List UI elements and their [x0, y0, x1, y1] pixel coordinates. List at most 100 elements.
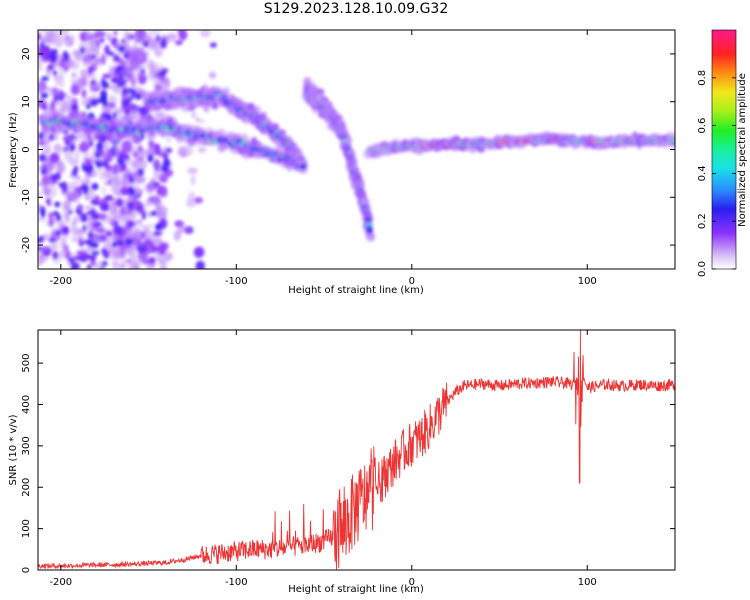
- colorbar-frame: [711, 29, 737, 270]
- spectrogram-noise-cell: [147, 154, 154, 163]
- spectrogram-noise-cell: [52, 211, 59, 216]
- spectrogram-noise-cell: [47, 64, 55, 71]
- spectrogram-trace-halo: [261, 111, 268, 119]
- spectrogram-noise-cell: [124, 107, 131, 116]
- spectrogram-noise-cell: [100, 78, 106, 85]
- spectrogram-noise-cell: [90, 98, 98, 107]
- spectrogram-noise-cell: [151, 195, 162, 207]
- spectrogram-noise-cell: [159, 174, 168, 184]
- spectrogram-noise-cell: [105, 230, 112, 237]
- spectrogram-noise-cell: [64, 138, 71, 146]
- spectrogram-noise-cell: [155, 34, 161, 42]
- spectrogram-noise-cell: [119, 261, 127, 269]
- spectrogram-trace-halo: [211, 102, 219, 110]
- spectrogram-noise-cell: [64, 149, 74, 162]
- spectrogram-noise-cell: [93, 201, 100, 206]
- spectrogram-noise-cell: [146, 244, 152, 255]
- spectrogram-noise-cell: [129, 109, 141, 120]
- spectrogram-noise-cell: [80, 213, 88, 223]
- spectrogram-noise-cell: [156, 63, 164, 73]
- spectrogram-noise-cell: [126, 220, 133, 229]
- spectrogram-noise-cell: [83, 46, 89, 58]
- spectrogram-noise-cell: [38, 140, 46, 146]
- spectrogram-noise-cell: [113, 164, 118, 175]
- spectrogram-noise-cell: [94, 151, 100, 159]
- spectrogram-noise-cell: [187, 191, 196, 202]
- spectrogram-noise-cell: [152, 160, 162, 172]
- spectrogram-noise-cell: [60, 247, 68, 258]
- spectrogram-noise-cell: [159, 264, 168, 269]
- spectrogram-noise-cell: [141, 210, 146, 220]
- spectrogram-noise-cell: [208, 71, 217, 79]
- spectrogram-trace-cell: [366, 227, 374, 234]
- spectrogram-noise-cell: [42, 233, 50, 241]
- spectrogram-noise-cell: [70, 77, 77, 85]
- spectrogram-noise-cell: [129, 252, 137, 260]
- spectrogram-noise-cell: [90, 242, 99, 249]
- spectrogram-noise-cell: [126, 201, 134, 210]
- spectrogram-noise-cell: [51, 176, 57, 183]
- spectrogram-noise-cell: [166, 137, 172, 143]
- spectrogram-y-tick-label: 20: [21, 48, 32, 61]
- spectrogram-noise-cell: [40, 30, 48, 33]
- spectrogram-noise-cell: [38, 45, 49, 58]
- spectrogram-noise-cell: [97, 221, 102, 227]
- spectrogram-noise-cell: [82, 224, 87, 231]
- spectrogram-noise-cell: [93, 235, 102, 244]
- spectrogram-noise-cell: [91, 54, 96, 60]
- spectrogram-noise-cell: [52, 70, 58, 76]
- spectrogram-noise-cell: [147, 146, 157, 156]
- spectrogram-noise-cell: [38, 60, 43, 72]
- spectrogram-noise-cell: [138, 108, 145, 113]
- spectrogram-noise-cell: [53, 74, 65, 82]
- spectrogram-noise-cell: [84, 174, 91, 179]
- spectrogram-noise-cell: [80, 75, 89, 88]
- snr-x-tick-label: 100: [578, 577, 597, 588]
- spectrogram-trace-cell: [672, 138, 675, 143]
- spectrogram-noise-cell: [70, 85, 81, 96]
- spectrogram-noise-cell: [138, 47, 145, 52]
- spectrogram-noise-cell: [158, 260, 168, 265]
- spectrogram-noise-cell: [121, 258, 129, 264]
- colorbar-tick-label: 0.0: [697, 261, 708, 277]
- spectrogram-noise-cell: [119, 252, 126, 259]
- spectrogram-noise-cell: [70, 261, 77, 269]
- spectrogram-noise-cell: [148, 234, 159, 244]
- spectrogram-noise-cell: [110, 37, 117, 47]
- spectrogram-noise-cell: [71, 236, 77, 243]
- spectrogram-noise-cell: [82, 253, 90, 259]
- spectrogram-noise-cell: [84, 239, 91, 245]
- spectrogram-noise-cell: [99, 202, 110, 212]
- spectrogram-noise-cell: [60, 219, 71, 225]
- colorbar-tick-label: 0.6: [697, 118, 708, 134]
- spectrogram-noise-cell: [148, 256, 156, 265]
- spectrogram-noise-cell: [90, 156, 95, 165]
- spectrogram-noise-cell: [100, 37, 105, 43]
- spectrogram-noise-cell: [38, 246, 43, 251]
- spectrogram-y-tick-label: -10: [21, 189, 32, 205]
- spectrogram-noise-cell: [117, 174, 123, 180]
- snr-series-line: [38, 330, 675, 570]
- spectrogram-noise-cell: [102, 239, 112, 250]
- spectrogram-noise-cell: [140, 68, 145, 74]
- spectrogram-noise-cell: [125, 33, 131, 46]
- snr-y-tick-label: 100: [21, 519, 32, 538]
- spectrogram-noise-cell: [70, 103, 79, 112]
- spectrogram-noise-cell: [125, 238, 133, 245]
- spectrogram-noise-cell: [129, 73, 137, 85]
- spectrogram-noise-cell: [103, 250, 110, 259]
- spectrogram-noise-cell: [42, 143, 52, 155]
- spectrogram-trace-halo: [233, 132, 242, 140]
- spectrogram-trace-halo: [154, 85, 163, 95]
- spectrogram-noise-cell: [120, 163, 127, 172]
- spectrogram-noise-cell: [185, 199, 197, 208]
- spectrogram-noise-cell: [129, 177, 134, 183]
- spectrogram-noise-cell: [162, 158, 171, 168]
- spectrogram-noise-cell: [75, 208, 81, 214]
- spectrogram-noise-cell: [151, 245, 159, 254]
- spectrogram-noise-cell: [199, 30, 211, 38]
- spectrogram-noise-cell: [137, 143, 143, 150]
- spectrogram-trace-halo: [222, 91, 229, 98]
- spectrogram-noise-cell: [38, 237, 43, 244]
